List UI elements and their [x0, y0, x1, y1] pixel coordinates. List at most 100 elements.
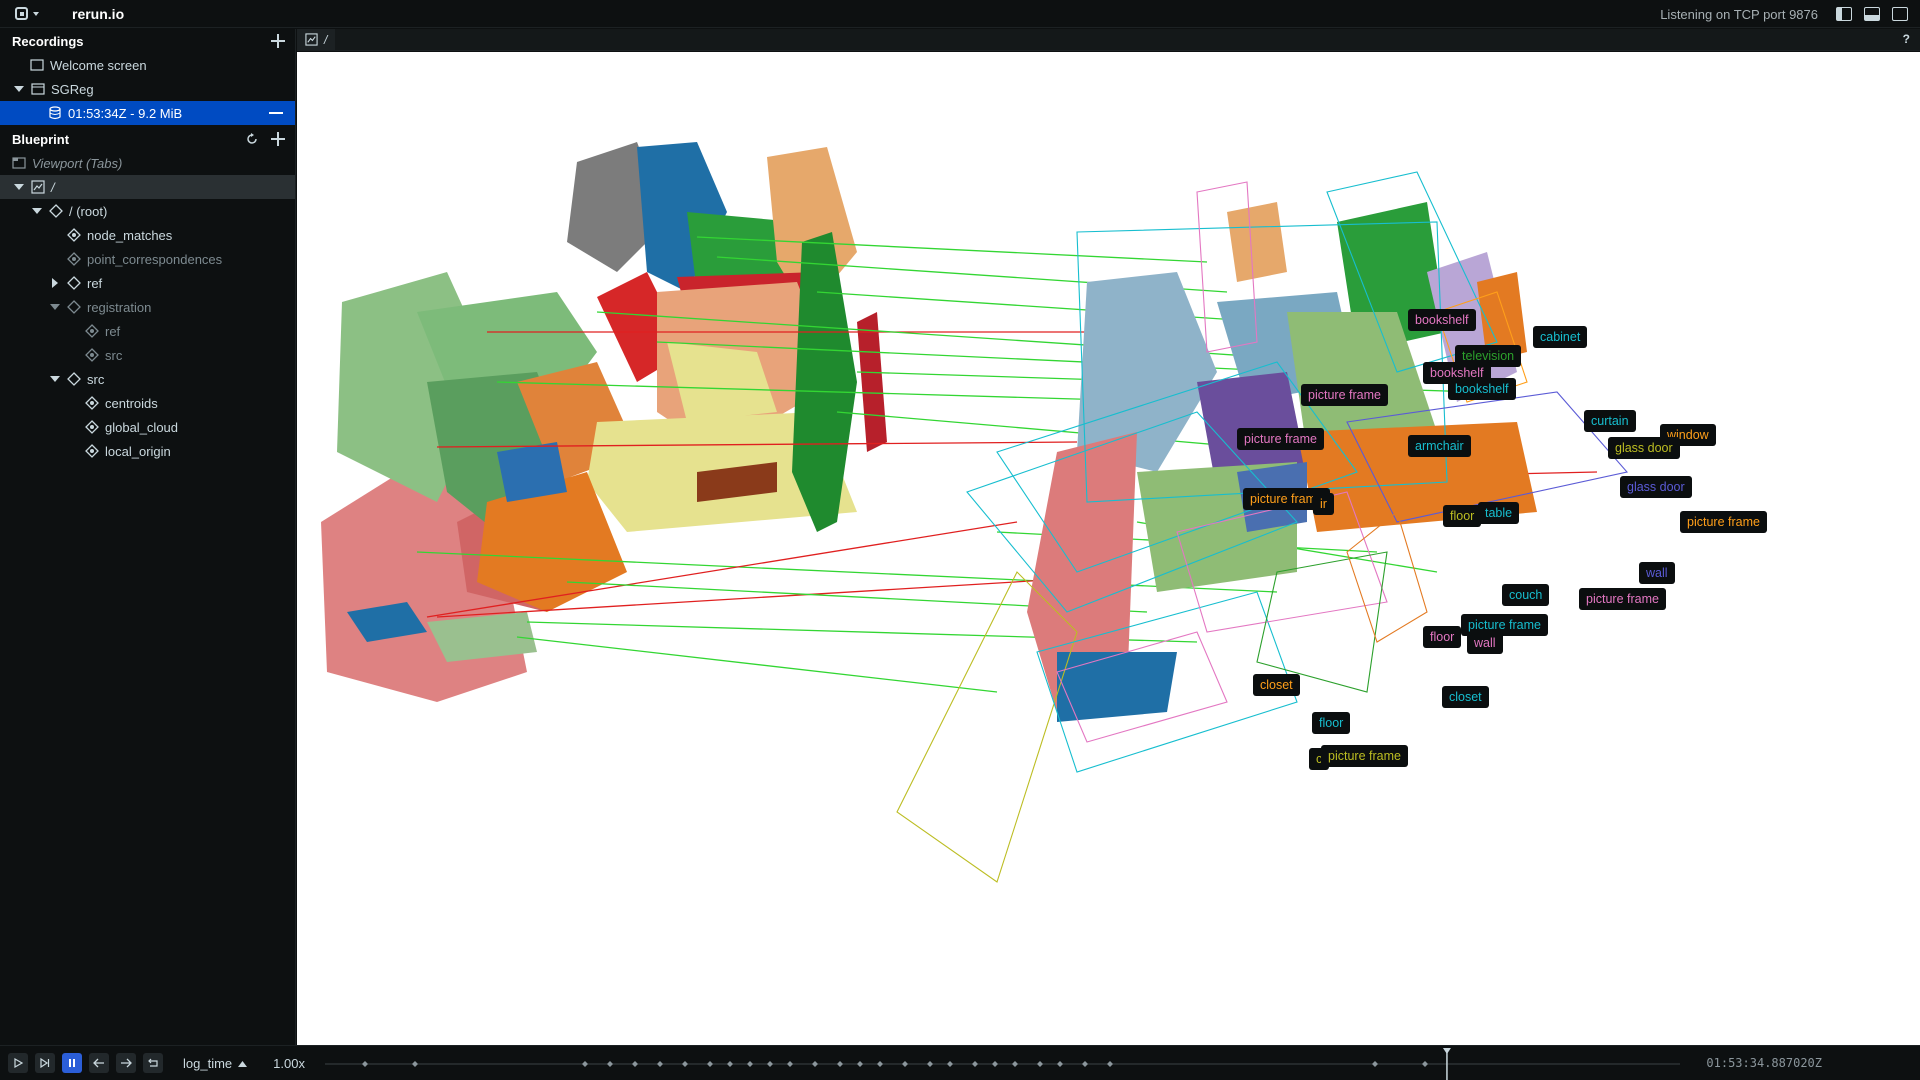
tab-space-view[interactable]: /: [297, 28, 336, 51]
entity-icon: [85, 348, 99, 362]
scene-label: couch: [1502, 584, 1550, 606]
entity-icon: [85, 420, 99, 434]
tree-item-registration-src[interactable]: src: [0, 343, 295, 367]
recording-app-sgreg[interactable]: SGReg: [0, 77, 295, 101]
arrow-right-icon: [121, 1058, 132, 1068]
tree-item-node-matches[interactable]: node_matches: [0, 223, 295, 247]
viewport-tab-bar: / ?: [297, 28, 1920, 51]
recording-welcome-screen[interactable]: Welcome screen: [0, 53, 295, 77]
viewport-label: Viewport (Tabs): [32, 155, 123, 171]
scene-label-text: ir: [1320, 497, 1327, 511]
tree-item-registration[interactable]: registration: [0, 295, 295, 319]
scene-label-text: closet: [1260, 678, 1293, 692]
loop-button[interactable]: [143, 1053, 163, 1073]
toggle-bottom-panel-icon[interactable]: [1864, 7, 1880, 21]
entity-icon: [85, 324, 99, 338]
entity-group-icon: [49, 204, 63, 218]
source-point-cloud: [321, 142, 887, 702]
timeline-event-marker: [1057, 1061, 1063, 1067]
scene-label-text: floor: [1430, 630, 1455, 644]
left-panel: Recordings Welcome screen SGReg 01:53:34…: [0, 29, 296, 1045]
scene-label-text: picture frame: [1250, 492, 1323, 506]
help-button[interactable]: ?: [1902, 32, 1910, 46]
scene-label-text: curtain: [1591, 414, 1629, 428]
scene-label: wall: [1639, 562, 1675, 584]
chevron-up-icon: [238, 1060, 248, 1067]
space-view-root[interactable]: /: [0, 175, 295, 199]
expand-caret-icon[interactable]: [49, 277, 61, 289]
step-back-button[interactable]: [89, 1053, 109, 1073]
entity-group-icon: [67, 276, 81, 290]
timeline-event-marker: [747, 1061, 753, 1067]
playback-speed[interactable]: 1.00x: [273, 1055, 305, 1071]
tree-item-centroids[interactable]: centroids: [0, 391, 295, 415]
scene-label: picture frame: [1243, 488, 1330, 510]
window-icon: [30, 59, 44, 71]
database-icon: [49, 106, 61, 120]
3d-view-icon: [305, 33, 318, 46]
3d-scene-render[interactable]: [297, 52, 1920, 1045]
tree-item-global-cloud[interactable]: global_cloud: [0, 415, 295, 439]
scene-label-text: picture frame: [1244, 432, 1317, 446]
scene-label-text: picture frame: [1328, 749, 1401, 763]
scene-label-text: c: [1316, 752, 1323, 766]
scene-label-text: table: [1485, 506, 1513, 520]
pause-button[interactable]: [62, 1053, 82, 1073]
tree-item-label: src: [87, 371, 105, 387]
tree-item-local-origin[interactable]: local_origin: [0, 439, 295, 463]
tree-item-src[interactable]: src: [0, 367, 295, 391]
expand-caret-icon[interactable]: [13, 181, 25, 193]
time-cursor-handle[interactable]: [1442, 1048, 1451, 1054]
step-next-button[interactable]: [116, 1053, 136, 1073]
step-forward-button[interactable]: [35, 1053, 55, 1073]
timeline-event-marker: [787, 1061, 793, 1067]
tabs-container-icon: [12, 157, 26, 169]
scene-label-text: bookshelf: [1430, 366, 1484, 380]
tree-item-registration-ref[interactable]: ref: [0, 319, 295, 343]
play-icon: [14, 1058, 23, 1068]
timeline-event-marker: [632, 1061, 638, 1067]
bounding-boxes: [896, 171, 1629, 883]
timeline-event-marker: [707, 1061, 713, 1067]
tree-item-label: ref: [87, 275, 103, 291]
toggle-right-panel-icon[interactable]: [1892, 7, 1908, 21]
tree-item-ref[interactable]: ref: [0, 271, 295, 295]
app-menu-button[interactable]: [14, 4, 48, 24]
expand-caret-icon[interactable]: [49, 373, 61, 385]
entity-icon: [85, 396, 99, 410]
viewport-root[interactable]: Viewport (Tabs): [0, 151, 295, 175]
entity-group-icon: [67, 372, 81, 386]
add-view-icon[interactable]: [271, 132, 285, 146]
recording-entry-selected[interactable]: 01:53:34Z - 9.2 MiB: [0, 101, 295, 125]
tree-item-root[interactable]: / (root): [0, 199, 295, 223]
timeline-event-marker: [1107, 1061, 1113, 1067]
toggle-left-panel-icon[interactable]: [1836, 7, 1852, 21]
scene-label-text: floor: [1450, 509, 1475, 523]
expand-caret-icon[interactable]: [31, 205, 43, 217]
expand-caret-icon[interactable]: [49, 301, 61, 313]
3d-viewport[interactable]: bookshelf cabinet television bookshelf b…: [297, 52, 1920, 1045]
timeline-track[interactable]: [325, 1046, 1680, 1080]
arrow-left-icon: [93, 1058, 104, 1068]
recording-label: 01:53:34Z - 9.2 MiB: [68, 105, 183, 121]
tree-item-point-correspondences[interactable]: point_correspondences: [0, 247, 295, 271]
add-recording-icon[interactable]: [271, 34, 285, 48]
scene-label-text: couch: [1509, 588, 1543, 602]
reset-blueprint-icon[interactable]: [245, 132, 259, 146]
close-recording-icon[interactable]: [269, 112, 283, 114]
tree-item-label: global_cloud: [105, 419, 179, 435]
timeline-selector[interactable]: log_time: [183, 1056, 248, 1071]
app-title: rerun.io: [72, 5, 125, 22]
play-button[interactable]: [8, 1053, 28, 1073]
scene-label: curtain: [1584, 410, 1636, 432]
application-icon: [31, 83, 45, 95]
scene-label: armchair: [1408, 435, 1471, 457]
timeline-event-marker: [1037, 1061, 1043, 1067]
scene-label-text: glass door: [1615, 441, 1673, 455]
scene-label: picture frame: [1579, 588, 1666, 610]
recordings-header: Recordings: [0, 29, 295, 53]
scene-label: bookshelf: [1408, 309, 1476, 331]
scene-label: television: [1455, 345, 1522, 367]
expand-caret-icon[interactable]: [13, 83, 25, 95]
scene-label-text: cabinet: [1540, 330, 1581, 344]
